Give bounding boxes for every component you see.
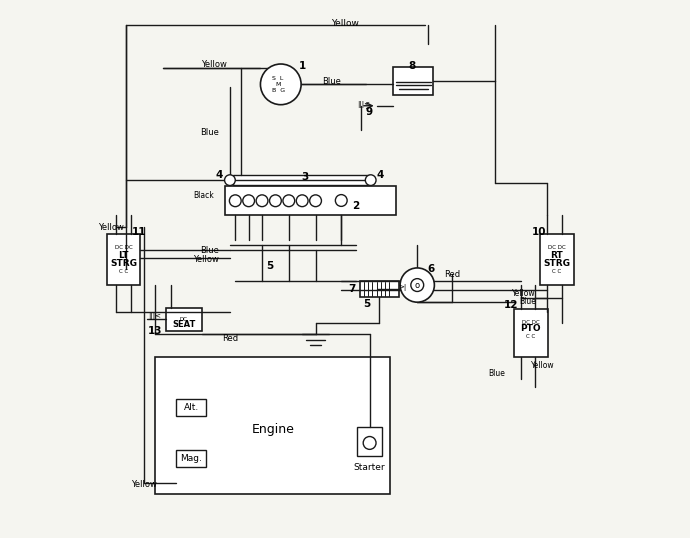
- Text: 10: 10: [531, 226, 546, 237]
- Text: STRG: STRG: [110, 259, 137, 268]
- Text: SEAT: SEAT: [172, 320, 195, 329]
- Circle shape: [243, 195, 255, 207]
- Text: 1: 1: [299, 61, 306, 70]
- Text: C C: C C: [526, 335, 535, 339]
- Text: 4: 4: [376, 171, 384, 180]
- FancyBboxPatch shape: [513, 309, 549, 357]
- Text: STRG: STRG: [544, 259, 571, 268]
- Text: 3: 3: [302, 172, 308, 182]
- Text: Blue: Blue: [200, 128, 219, 137]
- Text: Blue: Blue: [519, 296, 536, 306]
- Text: Blue: Blue: [322, 77, 341, 86]
- Text: Yellow: Yellow: [131, 480, 157, 489]
- Text: Engine: Engine: [251, 423, 294, 436]
- Text: |||<: |||<: [357, 101, 371, 108]
- Circle shape: [310, 195, 322, 207]
- Circle shape: [270, 195, 282, 207]
- FancyBboxPatch shape: [166, 308, 202, 330]
- Text: Yellow: Yellow: [513, 288, 536, 298]
- Text: Black: Black: [194, 190, 215, 200]
- Text: Red: Red: [222, 334, 238, 343]
- Text: Blue: Blue: [200, 246, 219, 255]
- FancyBboxPatch shape: [155, 357, 391, 494]
- Text: 4: 4: [215, 171, 223, 180]
- FancyBboxPatch shape: [177, 399, 206, 416]
- Circle shape: [400, 268, 435, 302]
- FancyBboxPatch shape: [357, 427, 382, 456]
- Text: RT: RT: [551, 251, 563, 260]
- Text: 5: 5: [266, 261, 274, 271]
- Text: S  L
M
B  G: S L M B G: [272, 76, 285, 93]
- Text: Yellow: Yellow: [193, 255, 219, 264]
- Circle shape: [260, 64, 301, 105]
- FancyBboxPatch shape: [233, 175, 369, 185]
- Text: 13: 13: [148, 325, 162, 336]
- Text: Blue: Blue: [489, 369, 506, 378]
- Circle shape: [335, 195, 347, 207]
- Text: o: o: [415, 280, 420, 289]
- FancyBboxPatch shape: [177, 450, 206, 467]
- Circle shape: [283, 195, 295, 207]
- Text: Alt.: Alt.: [184, 403, 199, 412]
- Circle shape: [224, 175, 235, 186]
- FancyBboxPatch shape: [107, 234, 140, 285]
- Circle shape: [296, 195, 308, 207]
- Text: Starter: Starter: [354, 463, 386, 471]
- Text: Mag.: Mag.: [180, 454, 202, 463]
- Text: PTO: PTO: [520, 324, 541, 334]
- Text: Yellow: Yellow: [201, 60, 227, 69]
- Text: 5: 5: [363, 299, 370, 309]
- Circle shape: [365, 175, 376, 186]
- Text: C C: C C: [119, 269, 128, 274]
- Text: LT: LT: [118, 251, 128, 260]
- FancyBboxPatch shape: [540, 234, 573, 285]
- Text: 11: 11: [132, 226, 146, 237]
- Text: 7: 7: [348, 285, 356, 294]
- Text: DC DC: DC DC: [522, 320, 540, 325]
- FancyBboxPatch shape: [393, 67, 433, 95]
- Text: >|: >|: [398, 284, 406, 291]
- Text: DC: DC: [180, 317, 188, 322]
- Circle shape: [256, 195, 268, 207]
- Circle shape: [363, 436, 376, 449]
- Text: 2: 2: [352, 201, 359, 211]
- Text: DC DC: DC DC: [115, 245, 132, 250]
- FancyBboxPatch shape: [360, 281, 399, 297]
- Text: 12: 12: [504, 300, 518, 310]
- Text: Red: Red: [444, 270, 460, 279]
- Text: C C: C C: [552, 269, 562, 274]
- Text: 9: 9: [366, 107, 373, 117]
- Circle shape: [411, 279, 424, 292]
- Text: 6: 6: [427, 264, 434, 274]
- Text: Yellow: Yellow: [531, 361, 555, 370]
- Text: Yellow: Yellow: [98, 223, 124, 232]
- Text: DC DC: DC DC: [548, 245, 566, 250]
- FancyBboxPatch shape: [224, 186, 396, 216]
- Circle shape: [229, 195, 242, 207]
- Text: 8: 8: [408, 61, 416, 70]
- Text: Yellow: Yellow: [331, 19, 359, 29]
- Text: |||<: |||<: [148, 313, 161, 320]
